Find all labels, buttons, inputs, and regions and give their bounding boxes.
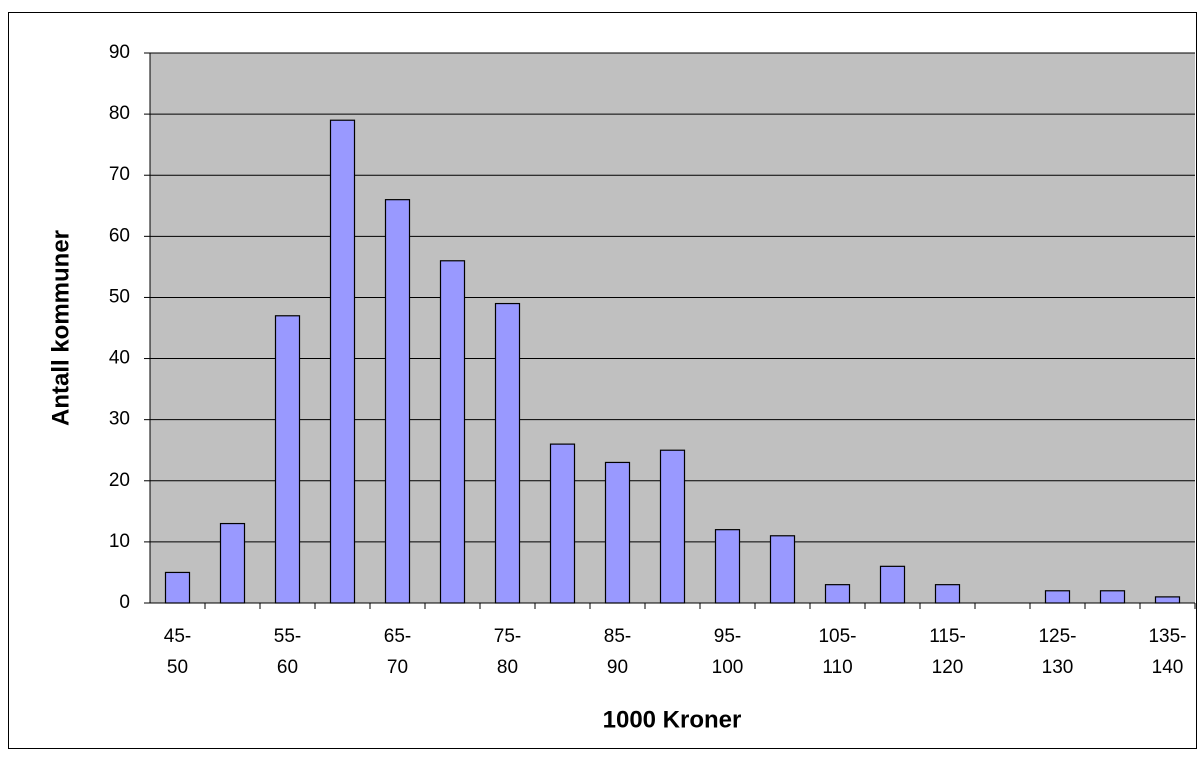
bar [1154, 596, 1181, 604]
bar [439, 260, 466, 604]
bar [384, 199, 411, 604]
x-tick-label: 95-100 [712, 626, 744, 678]
x-axis-title: 1000 Kroner [603, 706, 742, 733]
x-tick-label: 55-60 [274, 626, 301, 678]
x-tick-label: 115-120 [929, 626, 966, 678]
y-tick-label: 30 [109, 409, 130, 430]
y-tick-label: 80 [109, 103, 130, 124]
bar [219, 522, 246, 604]
bar [1099, 590, 1126, 604]
y-tick-label: 20 [109, 470, 130, 491]
x-tick-label: 65-70 [384, 626, 411, 678]
bar [164, 571, 191, 604]
x-tick-label: 45-50 [164, 626, 191, 678]
bar [1044, 590, 1071, 604]
bar [934, 584, 961, 604]
bar [604, 461, 631, 604]
bar [659, 449, 686, 604]
y-tick-label: 70 [109, 164, 130, 185]
bar [274, 315, 301, 604]
bar [549, 443, 576, 604]
y-tick-label: 40 [109, 348, 130, 369]
x-tick-label: 125-130 [1038, 626, 1076, 678]
bar [824, 584, 851, 604]
x-tick-label: 75-80 [494, 626, 521, 678]
x-tick-label: 135-140 [1148, 626, 1186, 678]
x-tick-label: 85-90 [604, 626, 631, 678]
x-tick-label: 105-110 [818, 626, 856, 678]
y-tick-label: 60 [109, 225, 130, 246]
bar [329, 119, 356, 604]
y-tick-label: 50 [109, 286, 130, 307]
bar [769, 535, 796, 604]
bar [714, 529, 741, 604]
bar [879, 565, 906, 604]
y-tick-label: 90 [109, 42, 130, 63]
bar [494, 302, 521, 604]
y-tick-label: 0 [119, 592, 130, 613]
y-tick-label: 10 [109, 531, 130, 552]
y-axis-title: Antall kommuner [47, 230, 74, 426]
